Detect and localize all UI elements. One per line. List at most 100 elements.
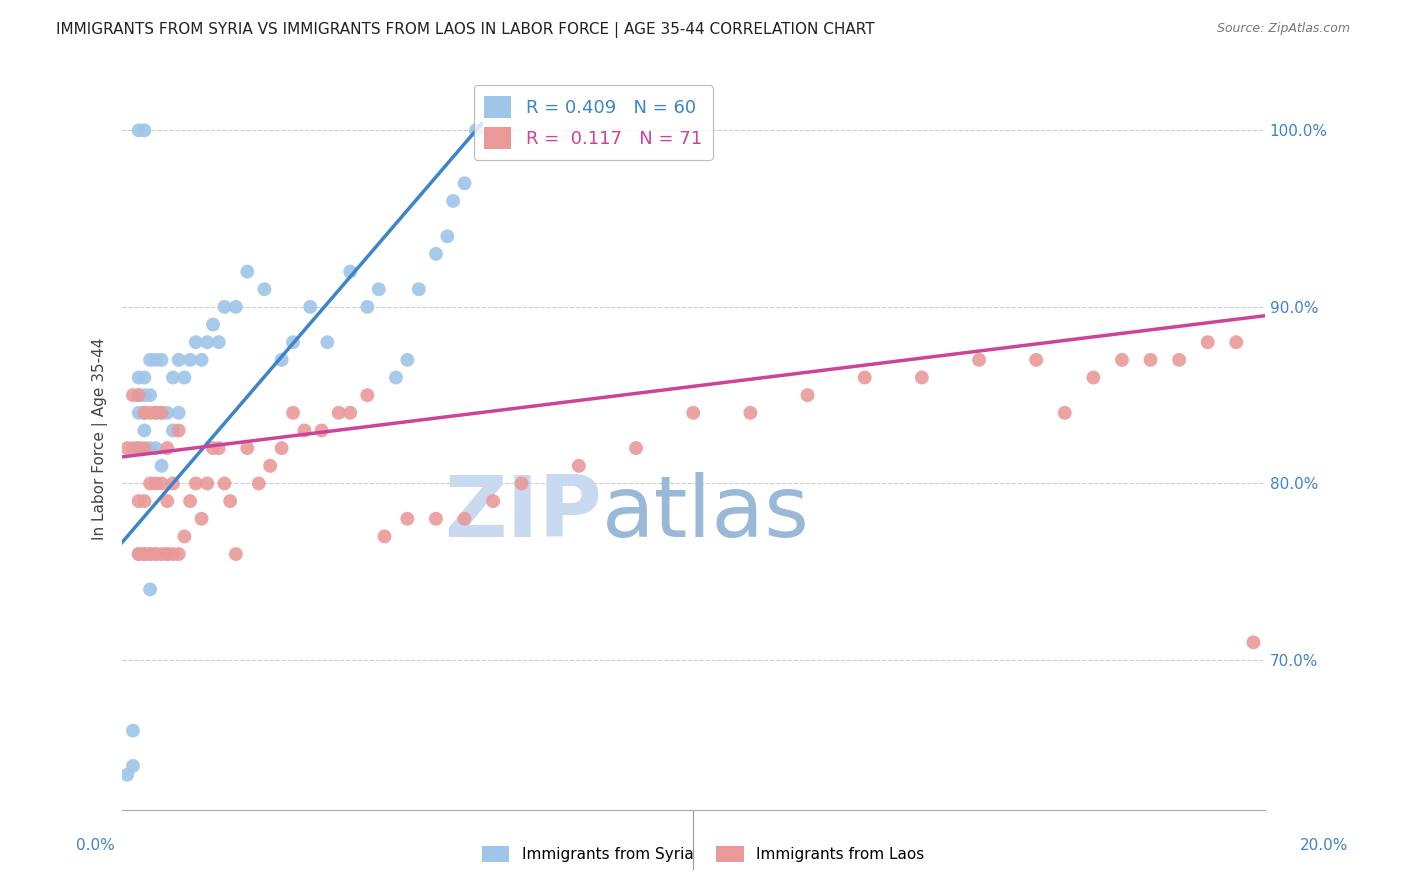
Point [201, 318, 224, 332]
Point [134, 388, 156, 402]
Point [179, 494, 201, 508]
Point [139, 388, 162, 402]
Text: 20.0%: 20.0% [1301, 838, 1348, 853]
Point [270, 441, 292, 455]
Point [156, 547, 179, 561]
Point [396, 352, 419, 367]
Point [139, 476, 162, 491]
Point [453, 176, 475, 190]
Point [167, 547, 190, 561]
Point [853, 370, 876, 384]
Point [281, 406, 304, 420]
Point [385, 370, 408, 384]
Point [373, 529, 395, 543]
Point [150, 406, 173, 420]
Point [219, 494, 242, 508]
Point [740, 406, 762, 420]
Point [150, 547, 173, 561]
Point [247, 476, 270, 491]
Point [128, 441, 150, 455]
Point [134, 494, 156, 508]
Point [465, 123, 488, 137]
Point [236, 441, 259, 455]
Point [1053, 406, 1076, 420]
Point [139, 352, 162, 367]
Point [134, 547, 156, 561]
Point [122, 441, 145, 455]
Point [122, 388, 145, 402]
Point [1197, 335, 1219, 350]
Point [184, 335, 207, 350]
Y-axis label: In Labor Force | Age 35-44: In Labor Force | Age 35-44 [93, 338, 108, 541]
Point [128, 370, 150, 384]
Point [441, 194, 464, 208]
Point [179, 352, 201, 367]
Point [195, 335, 218, 350]
Point [134, 406, 156, 420]
Point [134, 123, 156, 137]
Point [167, 406, 190, 420]
Text: Source: ZipAtlas.com: Source: ZipAtlas.com [1216, 22, 1350, 36]
Point [1168, 352, 1191, 367]
Point [510, 476, 533, 491]
Point [139, 547, 162, 561]
Point [145, 352, 167, 367]
Point [156, 547, 179, 561]
Point [167, 424, 190, 438]
Point [115, 768, 138, 782]
Point [225, 300, 247, 314]
Point [150, 406, 173, 420]
Point [122, 759, 145, 773]
Legend: Immigrants from Syria, Immigrants from Laos: Immigrants from Syria, Immigrants from L… [475, 840, 931, 868]
Point [328, 406, 350, 420]
Point [122, 723, 145, 738]
Point [128, 406, 150, 420]
Point [139, 441, 162, 455]
Point [436, 229, 458, 244]
Point [208, 441, 231, 455]
Point [162, 370, 184, 384]
Point [167, 352, 190, 367]
Point [259, 458, 281, 473]
Point [453, 512, 475, 526]
Point [482, 494, 505, 508]
Point [128, 388, 150, 402]
Point [1241, 635, 1264, 649]
Point [145, 406, 167, 420]
Point [911, 370, 934, 384]
Point [150, 458, 173, 473]
Point [356, 300, 378, 314]
Point [299, 300, 322, 314]
Point [128, 441, 150, 455]
Point [225, 547, 247, 561]
Point [425, 247, 447, 261]
Point [624, 441, 647, 455]
Point [139, 406, 162, 420]
Point [156, 406, 179, 420]
Point [128, 547, 150, 561]
Legend: R = 0.409   N = 60, R =  0.117   N = 71: R = 0.409 N = 60, R = 0.117 N = 71 [474, 85, 713, 160]
Point [425, 512, 447, 526]
Point [162, 476, 184, 491]
Point [253, 282, 276, 296]
Point [145, 547, 167, 561]
Point [190, 352, 212, 367]
Point [339, 406, 361, 420]
Point [162, 424, 184, 438]
Point [214, 300, 236, 314]
Text: 0.0%: 0.0% [76, 838, 115, 853]
Point [195, 476, 218, 491]
Point [1225, 335, 1247, 350]
Point [150, 476, 173, 491]
Point [173, 370, 195, 384]
Point [967, 352, 990, 367]
Text: ZIP: ZIP [444, 472, 602, 555]
Point [356, 388, 378, 402]
Point [145, 476, 167, 491]
Point [156, 494, 179, 508]
Point [1139, 352, 1161, 367]
Point [134, 424, 156, 438]
Point [145, 406, 167, 420]
Point [134, 441, 156, 455]
Point [173, 529, 195, 543]
